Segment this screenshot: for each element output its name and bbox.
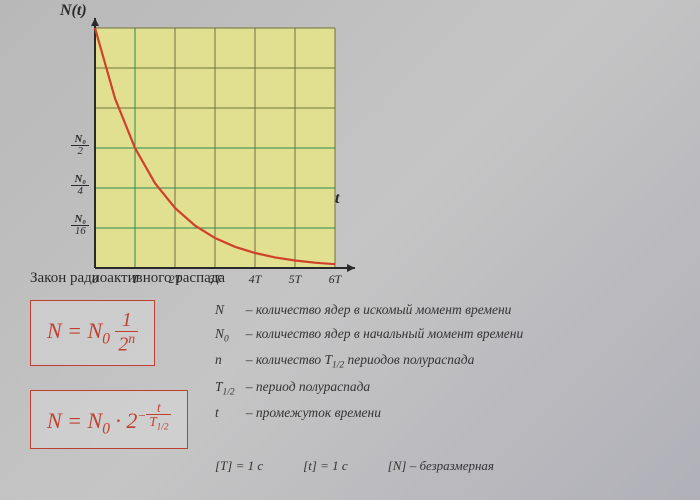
x-tick-label: 4T [240,272,270,287]
x-tick-label: 5T [280,272,310,287]
formula-exponent: N = N0 · 2−tT1/2 [30,390,188,449]
unit-item: [T] = 1 с [215,458,263,474]
decay-chart [55,18,375,298]
formula-main: N = N0 12n [30,300,155,366]
unit-item: [t] = 1 с [303,458,348,474]
y-tick-label: N₀2 [59,134,89,157]
definition-row: n – количество T1/2 периодов полураспада [215,350,523,373]
x-tick-label: 6T [320,272,350,287]
units-row: [T] = 1 с [t] = 1 с [N] – безразмерная [215,458,534,474]
definition-row: N0 – количество ядер в начальный момент … [215,324,523,347]
y-tick-label: N₀16 [59,214,89,237]
page: N(t) t N₀2N₀4N₀16 0T2T3T4T5T6T Закон рад… [0,0,700,500]
section-title: Закон радиоактивного распада [30,270,225,287]
definition-row: N – количество ядер в искомый момент вре… [215,300,523,321]
definition-row: T1/2 – период полураспада [215,377,523,400]
definitions-list: N – количество ядер в искомый момент вре… [215,300,523,427]
unit-item: [N] – безразмерная [388,458,494,474]
definition-row: t – промежуток времени [215,403,523,424]
y-tick-label: N₀4 [59,174,89,197]
